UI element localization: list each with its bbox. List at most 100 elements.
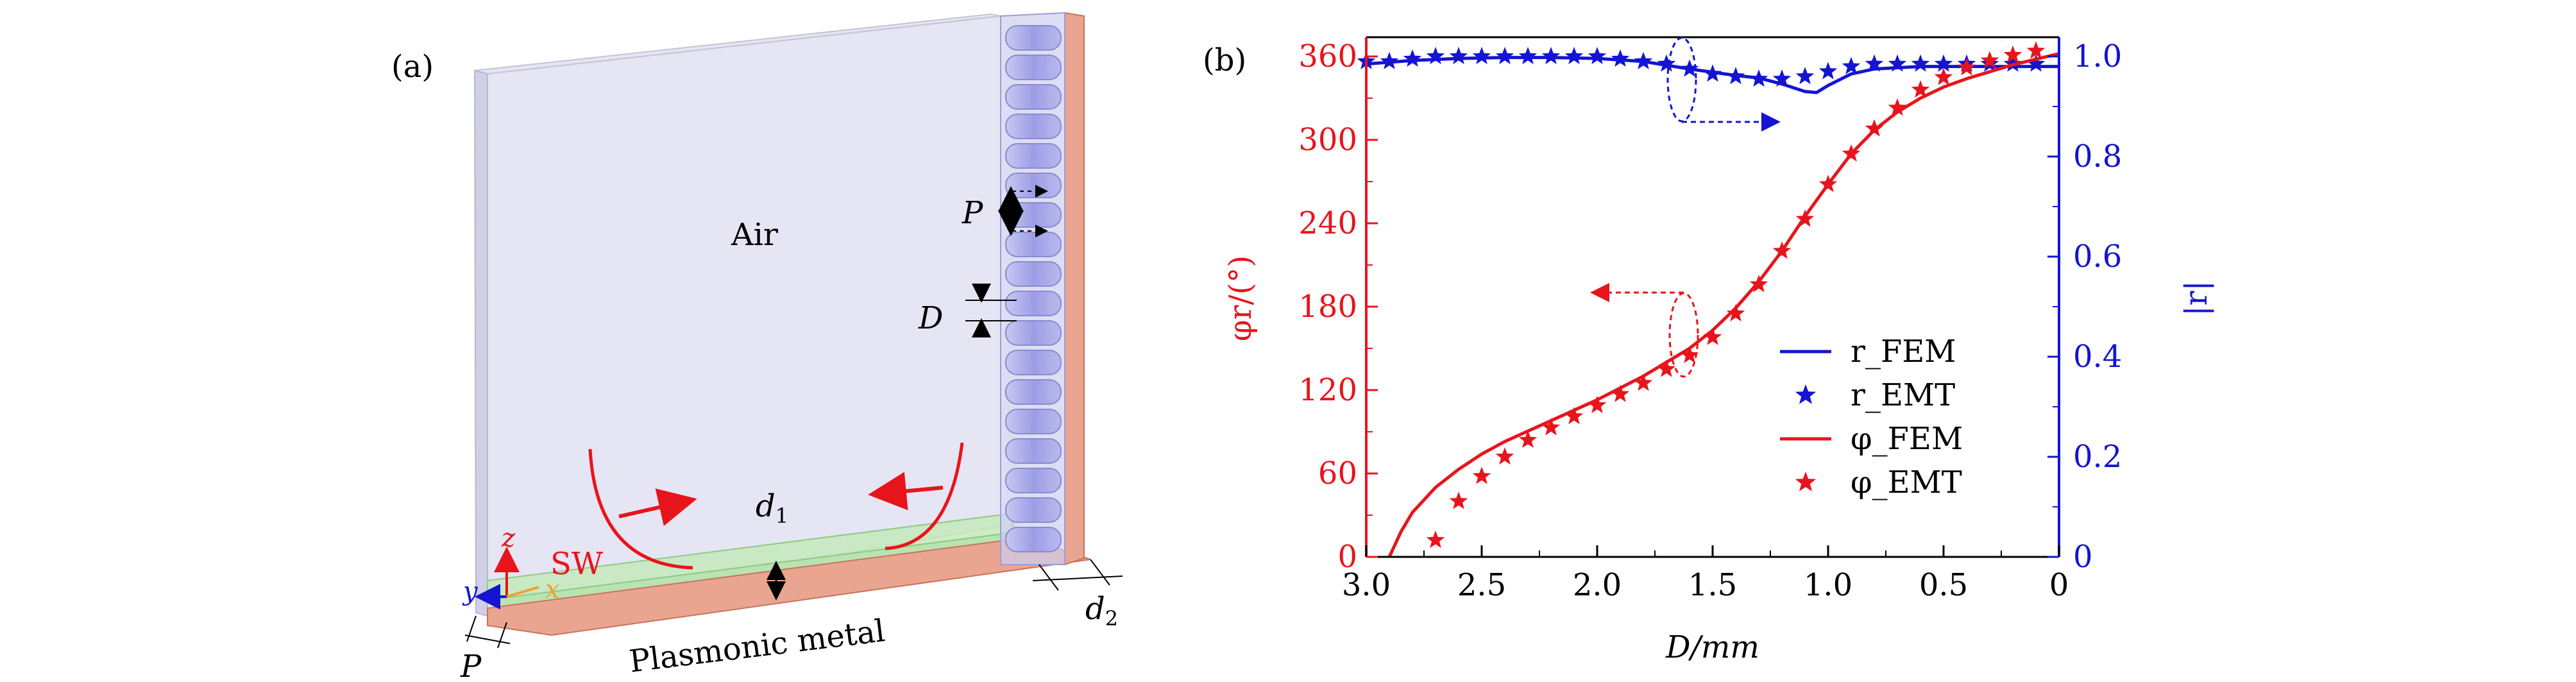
hole-2 xyxy=(1005,55,1062,80)
hole-10 xyxy=(1005,291,1062,316)
hole-14 xyxy=(1005,409,1062,434)
series-point-r-emt xyxy=(1795,67,1815,85)
y-left-tick-label: 120 xyxy=(1298,372,1357,408)
x-tick-label: 1.5 xyxy=(1688,567,1737,603)
series-point--emt xyxy=(1680,345,1699,363)
series-point-r-emt xyxy=(1495,47,1514,65)
y-right-tick-label: 0.6 xyxy=(2073,239,2122,275)
plasmonic-metal-wall xyxy=(1064,12,1085,566)
y-left-tick-label: 60 xyxy=(1318,456,1357,491)
hole-18 xyxy=(1005,527,1062,552)
series-point-r-emt xyxy=(1726,67,1745,85)
series-point--emt xyxy=(1911,80,1930,98)
series-point--emt xyxy=(1980,51,1999,69)
panel-b-label: (b) xyxy=(1203,42,1246,78)
x-tick-label: 0 xyxy=(2049,567,2069,603)
series-point-r-emt xyxy=(1818,62,1838,80)
d2-ext-1 xyxy=(1038,564,1059,591)
hole-9 xyxy=(1005,261,1062,287)
y-right-tick-label: 0 xyxy=(2073,539,2093,575)
axis-y-label: y xyxy=(462,577,479,606)
series-point-r-emt xyxy=(1449,47,1468,65)
sw-arrow-left xyxy=(868,472,944,511)
series-point--emt xyxy=(1749,275,1768,293)
y-left-tick-label: 360 xyxy=(1298,38,1357,74)
series-point-r-emt xyxy=(1911,54,1930,72)
series-point-r-emt xyxy=(1703,64,1722,82)
series-point--emt xyxy=(2003,45,2022,63)
hole-8 xyxy=(1005,232,1062,257)
y-left-axis-title: φr/(°) xyxy=(1223,255,1258,341)
hole-15 xyxy=(1005,438,1062,464)
series-point-r-emt xyxy=(1772,69,1792,87)
series-point--emt xyxy=(1703,327,1722,345)
series-point-r-emt xyxy=(2026,54,2046,72)
series-point-r-emt xyxy=(1865,54,1884,72)
series-point-r-emt xyxy=(1426,47,1445,65)
y-right-axis-title: |r| xyxy=(2178,280,2214,316)
sw-arrow-right xyxy=(618,488,697,526)
series-point--emt xyxy=(1888,98,1907,116)
annotation-ellipse-magnitude xyxy=(1666,37,1697,123)
hole-4 xyxy=(1005,114,1062,139)
series-point-r-emt xyxy=(1680,59,1699,77)
hole-7 xyxy=(1005,202,1062,228)
sw-label: SW xyxy=(550,546,604,582)
x-tick-label: 2.0 xyxy=(1573,567,1622,603)
series-point--emt xyxy=(1842,144,1861,162)
panel-a-schematic: (a) Air SW d1 P D xyxy=(391,12,1123,682)
y-right-tick-label: 0.4 xyxy=(2073,339,2122,375)
hole-13 xyxy=(1005,379,1062,405)
annotation-ellipse-phase xyxy=(1668,292,1699,378)
legend-swatch xyxy=(1795,384,1817,404)
series-point-r-emt xyxy=(1380,51,1399,69)
series-point--emt xyxy=(1657,359,1676,377)
series-point-r-emt xyxy=(1564,47,1584,65)
y-left-tick-label: 180 xyxy=(1298,289,1357,325)
air-label: Air xyxy=(731,217,778,253)
series-point-r-emt xyxy=(1403,49,1422,67)
series-point--emt xyxy=(1726,303,1745,321)
series-point--emt xyxy=(2026,41,2046,59)
series-point-r-emt xyxy=(1888,54,1907,72)
series-point--emt xyxy=(1934,67,1953,85)
x-axis-title: D/mm xyxy=(1665,629,1759,665)
series-point--emt xyxy=(1472,466,1491,484)
axis-z-label: z xyxy=(501,524,516,553)
p-label-top: P xyxy=(962,195,983,231)
series-point--emt xyxy=(1865,119,1884,137)
hole-11 xyxy=(1005,320,1062,346)
series-point-r-emt xyxy=(1541,47,1561,65)
series-point--emt xyxy=(1818,175,1838,192)
y-right-tick-label: 0.8 xyxy=(2073,139,2122,175)
series-point--emt xyxy=(1518,431,1538,448)
series-point--emt xyxy=(1541,418,1561,436)
panel-b-chart: (b) 3.0 2.5 2.0 1.5 1.0 0.5 006012018024030036… xyxy=(1203,36,2214,665)
p-label-bottom: P xyxy=(460,649,482,682)
series-point--emt xyxy=(1495,447,1514,465)
axis-x-arrow xyxy=(506,586,539,598)
series-point-r-emt xyxy=(1518,47,1538,65)
series-point-r-emt xyxy=(1634,51,1653,69)
legend-label: r_EMT xyxy=(1851,377,1955,413)
series-point--emt xyxy=(1449,491,1468,509)
y-left-tick-label: 300 xyxy=(1298,122,1357,158)
sw-arrow-left-curve xyxy=(588,448,693,570)
series-point-r-emt xyxy=(1657,54,1676,72)
series-line-r-fem xyxy=(1366,56,2059,94)
series-point--emt xyxy=(1795,209,1815,227)
hole-12 xyxy=(1005,350,1062,375)
y-right-tick-label: 1.0 xyxy=(2073,38,2122,74)
metal-label: Plasmonic metal xyxy=(627,613,887,679)
sw-arrow-right-curve xyxy=(885,442,964,550)
hole-1 xyxy=(1005,25,1062,51)
plasmonic-metal-base xyxy=(487,536,1091,636)
p-bottom-ext-2 xyxy=(497,622,507,649)
x-tick-label: 1.0 xyxy=(1804,567,1852,603)
series-point--emt xyxy=(1588,395,1607,413)
hole-5 xyxy=(1005,143,1062,169)
axis-x-label: x xyxy=(545,575,560,604)
d2-label: d2 xyxy=(1085,591,1118,631)
legend-label: φ_FEM xyxy=(1851,421,1963,457)
